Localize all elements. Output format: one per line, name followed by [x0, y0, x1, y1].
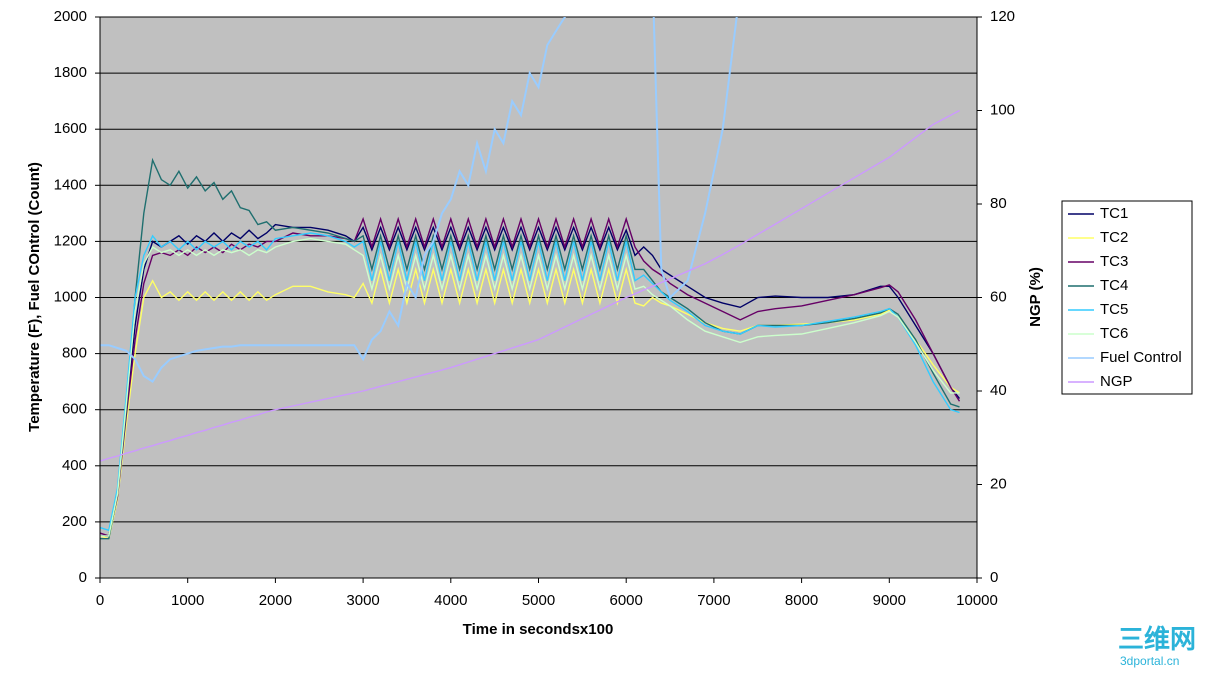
x-tick-label: 1000 — [171, 592, 204, 609]
series-line — [100, 266, 960, 540]
y-tick-label: 200 — [62, 513, 87, 530]
y-tick-label: 400 — [62, 457, 87, 474]
legend-label: TC3 — [1100, 253, 1128, 270]
x-tick-label: 10000 — [956, 592, 998, 609]
legend-label: TC5 — [1100, 301, 1128, 318]
y-tick-label: 800 — [62, 345, 87, 362]
x-axis-title: Time in secondsx100 — [463, 621, 614, 638]
y2-tick-label: 0 — [990, 569, 998, 586]
series-line — [100, 109, 960, 462]
x-tick-label: 9000 — [873, 592, 906, 609]
x-tick-label: 3000 — [346, 592, 379, 609]
x-tick-label: 8000 — [785, 592, 818, 609]
y2-tick-label: 20 — [990, 475, 1007, 492]
series-line — [100, 237, 960, 537]
y-axis-title: Temperature (F), Fuel COntrol (Count) — [26, 162, 43, 432]
series-line — [100, 216, 961, 537]
x-tick-label: 7000 — [697, 592, 730, 609]
y-tick-label: 2000 — [54, 8, 87, 25]
x-tick-label: 0 — [96, 592, 104, 609]
legend — [1061, 200, 1193, 395]
series-line — [100, 232, 960, 532]
y2-tick-label: 120 — [990, 8, 1015, 25]
y2-tick-label: 60 — [990, 288, 1007, 305]
x-tick-label: 6000 — [610, 592, 643, 609]
legend-label: TC1 — [1100, 205, 1128, 222]
y-tick-label: 0 — [79, 569, 87, 586]
y-tick-label: 1400 — [54, 176, 87, 193]
y2-axis-title: NGP (%) — [1027, 267, 1044, 327]
y-tick-label: 600 — [62, 401, 87, 418]
y2-tick-label: 100 — [990, 101, 1015, 118]
legend-label: Fuel Control — [1100, 349, 1182, 366]
x-tick-label: 4000 — [434, 592, 467, 609]
y2-tick-label: 80 — [990, 195, 1007, 212]
series-line — [100, 17, 738, 383]
watermark: 3dportal.cn — [1120, 654, 1179, 668]
x-tick-label: 5000 — [522, 592, 555, 609]
legend-label: TC2 — [1100, 229, 1128, 246]
y-tick-label: 1000 — [54, 288, 87, 305]
y-tick-label: 1600 — [54, 120, 87, 137]
legend-label: TC6 — [1100, 325, 1128, 342]
y2-tick-label: 40 — [990, 382, 1007, 399]
series-line — [100, 223, 961, 537]
y-tick-label: 1800 — [54, 64, 87, 81]
y-tick-label: 1200 — [54, 232, 87, 249]
legend-label: TC4 — [1100, 277, 1128, 294]
legend-label: NGP — [1100, 373, 1133, 390]
watermark: 三维网 — [1118, 624, 1196, 654]
x-tick-label: 2000 — [259, 592, 292, 609]
